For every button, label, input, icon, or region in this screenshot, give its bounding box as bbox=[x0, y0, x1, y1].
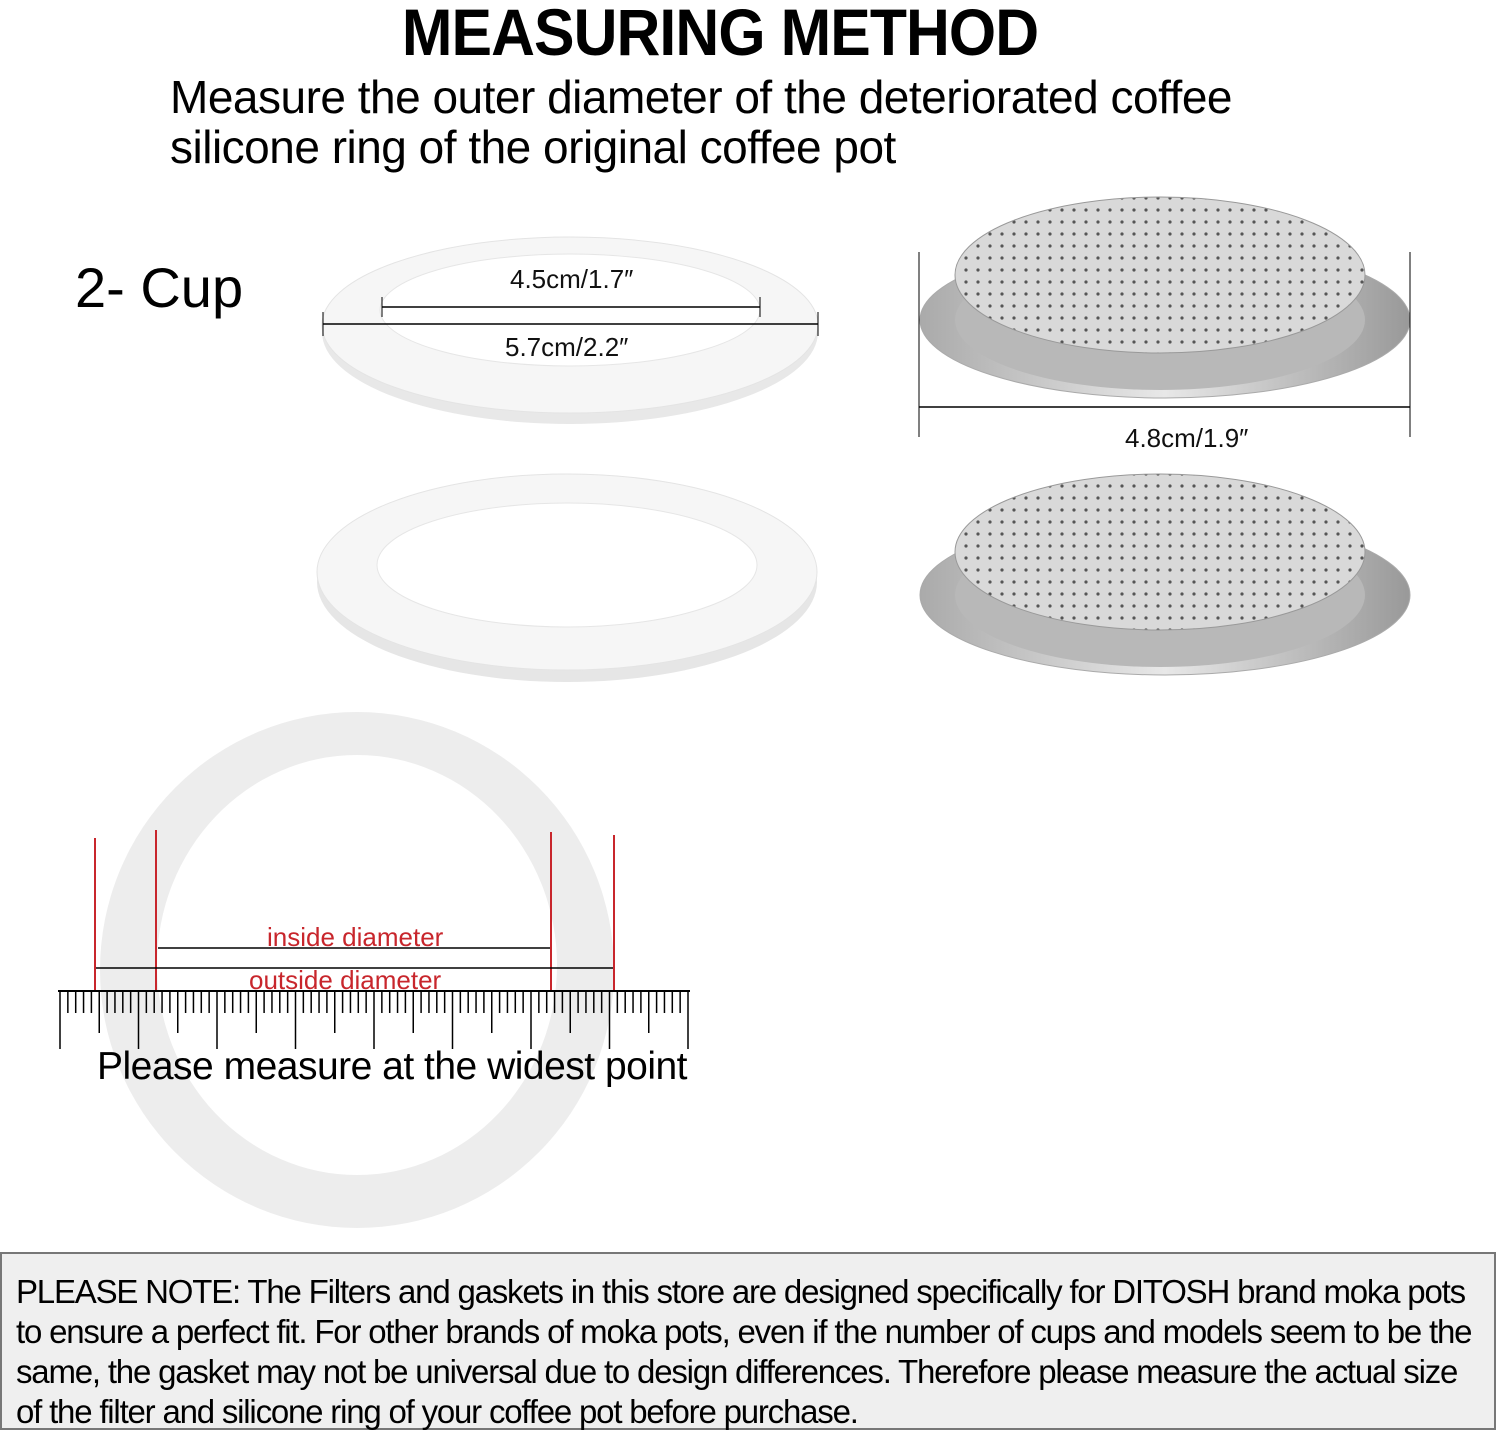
size-label: 2- Cup bbox=[75, 256, 244, 319]
ruler bbox=[59, 991, 689, 1049]
subtitle: Measure the outer diameter of the deteri… bbox=[170, 71, 1232, 173]
inner-diameter-label: 4.5cm/1.7″ bbox=[510, 264, 634, 294]
note-box: PLEASE NOTE: The Filters and gaskets in … bbox=[0, 1252, 1496, 1430]
outside-diameter-label: outside diameter bbox=[249, 965, 442, 995]
gasket-bottom bbox=[316, 473, 818, 682]
filter-bottom bbox=[919, 473, 1411, 676]
filter-top bbox=[918, 196, 1411, 437]
inside-diameter-label: inside diameter bbox=[267, 922, 444, 952]
note-text: PLEASE NOTE: The Filters and gaskets in … bbox=[16, 1273, 1472, 1430]
page-title: MEASURING METHOD bbox=[401, 0, 1039, 69]
instruction-text: Please measure at the widest point bbox=[97, 1045, 688, 1088]
gasket-top bbox=[321, 236, 819, 424]
outer-diameter-label: 5.7cm/2.2″ bbox=[505, 332, 629, 362]
gasket-diagram bbox=[58, 712, 690, 1228]
filter-diameter-label: 4.8cm/1.9″ bbox=[1125, 423, 1249, 453]
